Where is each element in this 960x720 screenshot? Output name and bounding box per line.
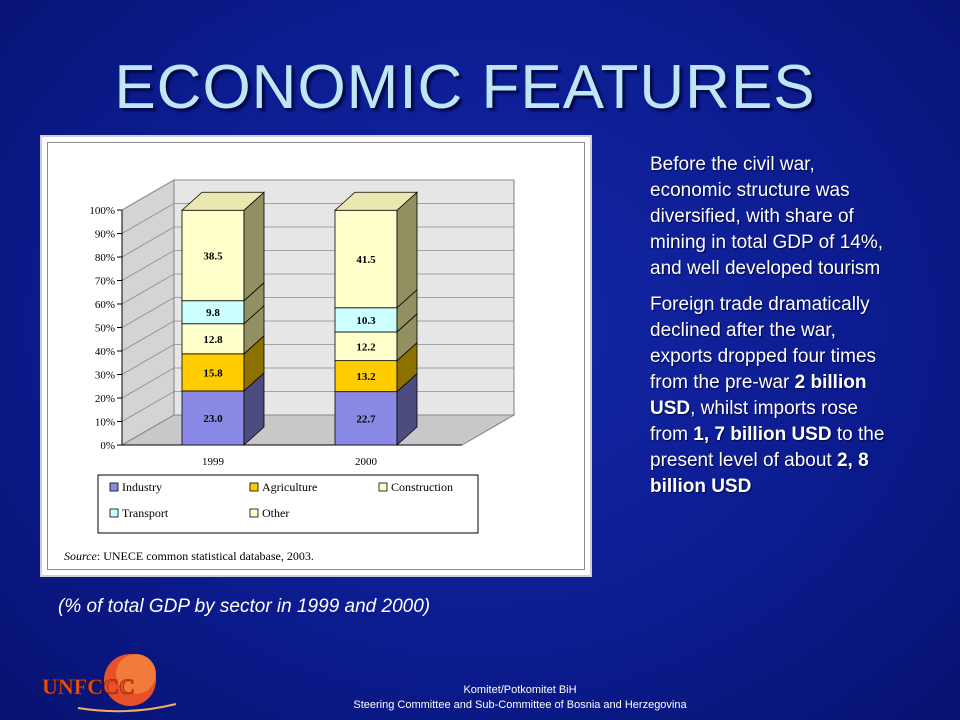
bar-value-label: 10.3 [356, 315, 376, 327]
para2-text-a: Foreign trade dramatically declined afte… [650, 294, 877, 393]
y-tick-label: 40% [95, 346, 115, 358]
para2-bold-b: 2 billion USD [650, 372, 867, 419]
legend-swatch [249, 482, 259, 492]
footer-line-1: Komitet/Potkomitet BiH [463, 684, 577, 696]
bar-segment-front [334, 209, 398, 309]
bar-top-face [180, 191, 266, 211]
para2-bold-f: 2, 8 billion USD [650, 450, 869, 497]
chart-caption: (% of total GDP by sector in 1999 and 20… [58, 596, 431, 617]
footer-line-2: Steering Committee and Sub-Committee of … [353, 699, 687, 711]
legend-swatch [109, 482, 119, 492]
bar-value-label: 38.5 [203, 250, 223, 262]
footer: Komitet/Potkomitet BiH Steering Committe… [260, 683, 780, 713]
bar-value-label: 12.2 [356, 341, 376, 353]
bar-value-label: 23.0 [203, 413, 223, 425]
bar-segment-side [243, 191, 265, 302]
y-tick-label: 30% [95, 370, 115, 382]
slide-title: ECONOMIC FEATURES [114, 53, 816, 122]
x-tick-label: 1999 [202, 456, 225, 468]
para2-bold-d: 1, 7 billion USD [693, 424, 832, 445]
bar-value-label: 15.8 [203, 367, 223, 379]
x-tick-label: 2000 [355, 456, 378, 468]
bar-segment-front [334, 391, 398, 446]
logo-text: UNFCCC [42, 674, 135, 699]
chart-frame: 0% 10% 20% 30% 40% 50% 60% 70% 80% 90% 100% 23.0 15.… [40, 135, 592, 577]
bar-segment-side [396, 191, 418, 309]
legend-label: Construction [391, 480, 453, 494]
bar-value-label: 13.2 [356, 371, 376, 383]
y-tick-label: 60% [95, 299, 115, 311]
bar-segment-front [334, 307, 398, 333]
paragraph-prewar: Before the civil war, economic structure… [650, 154, 884, 279]
logo-swoosh [77, 703, 177, 713]
para2-text-c: , whilst imports rose from [650, 398, 858, 445]
chart-gridline [121, 179, 514, 211]
unfccc-logo: UNFCCC [42, 654, 177, 713]
bar-segment-front [181, 209, 245, 302]
legend-label: Transport [122, 506, 169, 520]
legend-label: Industry [122, 480, 162, 494]
chart-floor [120, 414, 516, 446]
legend-swatch [249, 508, 259, 518]
y-tick-label: 10% [95, 417, 115, 429]
y-tick-label: 70% [95, 276, 115, 288]
bar-segment-front [334, 331, 398, 362]
bar-segment-front [181, 390, 245, 446]
bar-segment-front [181, 353, 245, 392]
logo-circle-inner [116, 654, 156, 694]
bar-value-label: 22.7 [356, 413, 376, 425]
legend-label: Other [262, 506, 289, 520]
para2-text-e: to the present level of about [650, 424, 885, 471]
chart-source-note: Source: UNECE common statistical databas… [64, 549, 314, 563]
legend-box [97, 474, 479, 534]
bar-top-face [333, 191, 419, 211]
y-tick-label: 80% [95, 252, 115, 264]
stacked-bar-chart: 0% 10% 20% 30% 40% 50% 60% 70% 80% 90% 100% 23.0 15.… [64, 179, 516, 563]
legend-swatch [109, 508, 119, 518]
legend-label: Agriculture [262, 480, 317, 494]
bar-value-label: 12.8 [203, 334, 223, 346]
y-tick-label: 0% [100, 440, 115, 452]
description-text: Before the civil war, economic structure… [650, 152, 900, 510]
y-tick-label: 50% [95, 323, 115, 335]
y-tick-label: 100% [89, 205, 115, 217]
y-tick-label: 90% [95, 229, 115, 241]
bar-value-label: 41.5 [356, 254, 376, 266]
bar-value-label: 9.8 [206, 307, 220, 319]
legend-swatch [378, 482, 388, 492]
y-tick-label: 20% [95, 393, 115, 405]
paragraph-foreign-trade: Foreign trade dramatically declined afte… [650, 292, 900, 500]
